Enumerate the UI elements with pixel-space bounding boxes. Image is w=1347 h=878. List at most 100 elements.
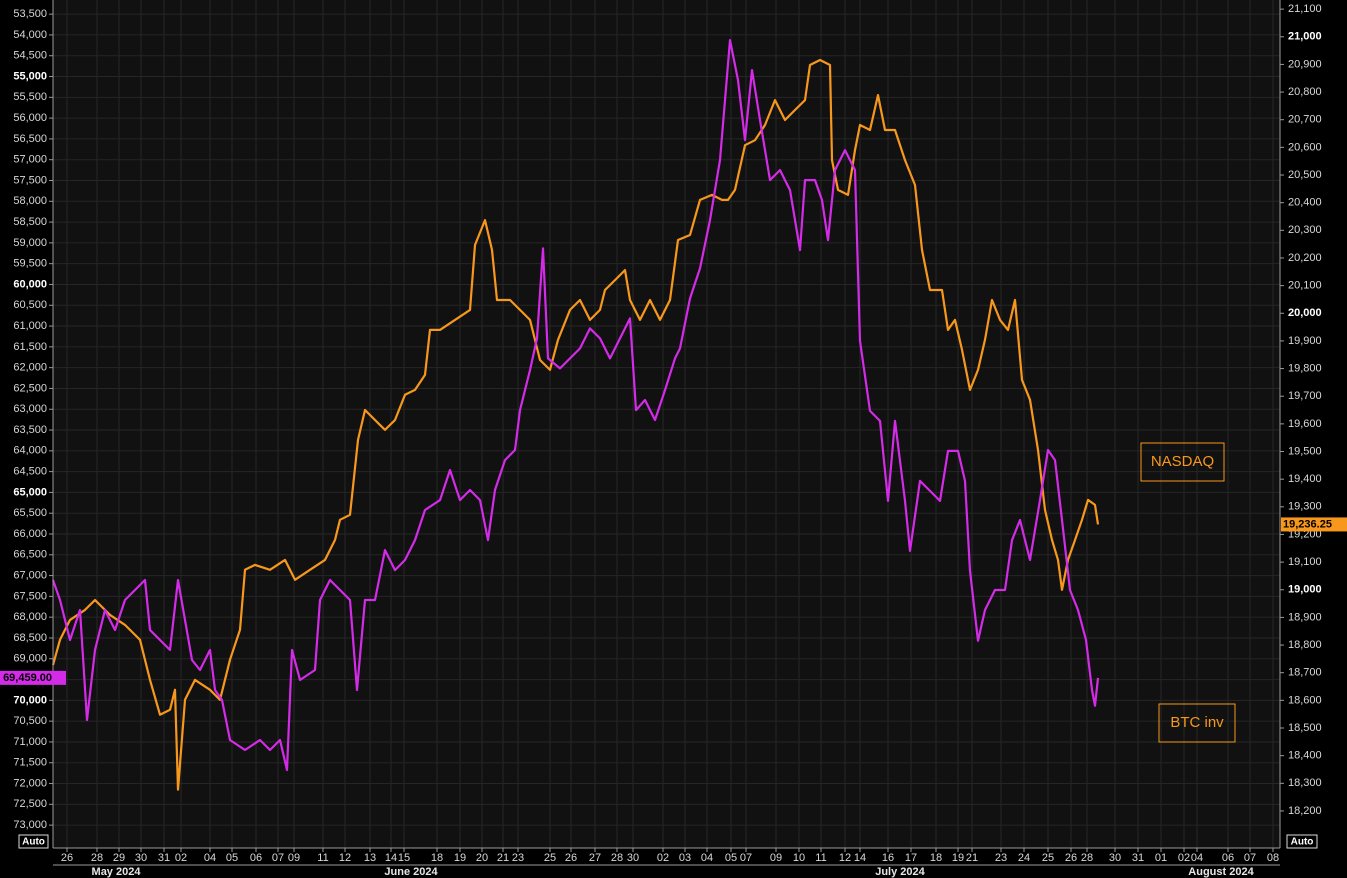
y-tick-label: 71,500: [13, 757, 47, 769]
y-tick-label: 56,500: [13, 133, 47, 145]
y2-tick-label: 19,500: [1288, 445, 1322, 457]
y2-tick-label: 18,300: [1288, 777, 1322, 789]
x-tick-label: 29: [113, 852, 125, 864]
x-tick-label: 25: [1042, 852, 1054, 864]
y-tick-label: 64,000: [13, 445, 47, 457]
legend-box: [1158, 703, 1236, 743]
x-tick-label: 24: [1018, 852, 1030, 864]
y-tick-label: 72,500: [13, 798, 47, 810]
y-tick-label: 60,500: [13, 299, 47, 311]
x-tick-label: 17: [905, 852, 917, 864]
y-tick-label: 57,000: [13, 154, 47, 166]
x-tick-label: 26: [1065, 852, 1077, 864]
x-tick-label: 30: [135, 852, 147, 864]
y-tick-label: 54,500: [13, 50, 47, 62]
y2-tick-label: 20,500: [1288, 169, 1322, 181]
x-tick-label: 21: [966, 852, 978, 864]
y2-tick-label: 21,100: [1288, 3, 1322, 15]
y2-tick-label: 18,500: [1288, 722, 1322, 734]
y-tick-label: 61,500: [13, 341, 47, 353]
x-tick-label: 02: [657, 852, 669, 864]
x-tick-label: 08: [1267, 852, 1279, 864]
x-tick-label: 10: [793, 852, 805, 864]
y-tick-label: 68,000: [13, 611, 47, 623]
y2-tick-label: 20,000: [1288, 307, 1322, 319]
y-tick-label: 60,000: [13, 278, 47, 290]
y-tick-label: 70,500: [13, 715, 47, 727]
x-tick-label: 04: [204, 852, 216, 864]
x-tick-label: 31: [158, 852, 170, 864]
x-tick-label: 28: [611, 852, 623, 864]
month-label: August 2024: [1188, 866, 1254, 878]
auto-button-frame[interactable]: [1286, 834, 1318, 849]
x-tick-label: 23: [995, 852, 1007, 864]
y2-tick-label: 19,600: [1288, 418, 1322, 430]
y-tick-label: 58,000: [13, 195, 47, 207]
x-tick-label: 25: [544, 852, 556, 864]
y-tick-label: 69,000: [13, 653, 47, 665]
y2-tick-label: 20,700: [1288, 114, 1322, 126]
x-tick-label: 09: [288, 852, 300, 864]
x-tick-label: 09: [770, 852, 782, 864]
auto-button-left[interactable]: Auto: [18, 834, 49, 849]
x-tick-label: 19: [454, 852, 466, 864]
auto-button-frame[interactable]: [18, 834, 49, 849]
x-tick-label: 18: [431, 852, 443, 864]
x-tick-label: 12: [339, 852, 351, 864]
auto-button-label[interactable]: Auto: [1291, 837, 1314, 848]
y-tick-label: 54,000: [13, 29, 47, 41]
auto-button-label[interactable]: Auto: [22, 837, 45, 848]
y2-tick-label: 18,800: [1288, 639, 1322, 651]
y-tick-label: 61,000: [13, 320, 47, 332]
y-tick-label: 67,000: [13, 569, 47, 581]
y-tick-label: 72,000: [13, 777, 47, 789]
x-tick-label: 05: [226, 852, 238, 864]
y-tick-label: 63,500: [13, 424, 47, 436]
y-tick-label: 64,500: [13, 466, 47, 478]
y2-tick-label: 19,700: [1288, 390, 1322, 402]
y2-tick-label: 20,300: [1288, 224, 1322, 236]
y-tick-label: 63,000: [13, 403, 47, 415]
y2-tick-label: 18,600: [1288, 694, 1322, 706]
y-tick-label: 68,500: [13, 632, 47, 644]
x-tick-label: 07: [740, 852, 752, 864]
x-tick-label: 13: [364, 852, 376, 864]
y-tick-label: 56,000: [13, 112, 47, 124]
x-tick-label: 14: [854, 852, 866, 864]
x-tick-label: 28: [1081, 852, 1093, 864]
y2-tick-label: 20,400: [1288, 197, 1322, 209]
x-tick-label: 02: [1178, 852, 1190, 864]
auto-button-right[interactable]: Auto: [1286, 834, 1318, 849]
series-layer: [51, 39, 1100, 791]
y-tick-label: 62,500: [13, 382, 47, 394]
legend-label: BTC inv: [1170, 714, 1224, 731]
y-tick-label: 59,500: [13, 258, 47, 270]
x-tick-label: 06: [1222, 852, 1234, 864]
label-layer: 26 28 29 30 31 02 04 05 06 07 09 11 12 13 14 15 18 19 20 21…: [0, 3, 1347, 878]
y-tick-label: 59,000: [13, 237, 47, 249]
y2-tick-label: 20,800: [1288, 86, 1322, 98]
last-value-flag: [0, 670, 66, 685]
x-tick-label: 11: [317, 852, 328, 864]
last-value-flag: [1281, 517, 1347, 532]
x-tick-label: 30: [1109, 852, 1121, 864]
last-value-label: 69,459.00: [3, 672, 52, 684]
x-tick-label: 19: [952, 852, 964, 864]
x-tick-label: 04: [701, 852, 713, 864]
y2-tick-label: 19,300: [1288, 501, 1322, 513]
y-tick-label: 66,000: [13, 528, 47, 540]
x-tick-label: 11: [815, 852, 826, 864]
y-tick-label: 55,500: [13, 91, 47, 103]
x-tick-label: 07: [1244, 852, 1256, 864]
y2-tick-label: 19,100: [1288, 556, 1322, 568]
y-tick-label: 73,000: [13, 819, 47, 831]
y-tick-label: 66,500: [13, 549, 47, 561]
x-tick-label: 15: [398, 852, 410, 864]
y2-tick-label: 18,900: [1288, 611, 1322, 623]
y-tick-label: 71,000: [13, 736, 47, 748]
y-tick-label: 67,500: [13, 590, 47, 602]
x-tick-label: 12: [839, 852, 851, 864]
y-tick-label: 58,500: [13, 216, 47, 228]
y2-tick-label: 20,600: [1288, 141, 1322, 153]
